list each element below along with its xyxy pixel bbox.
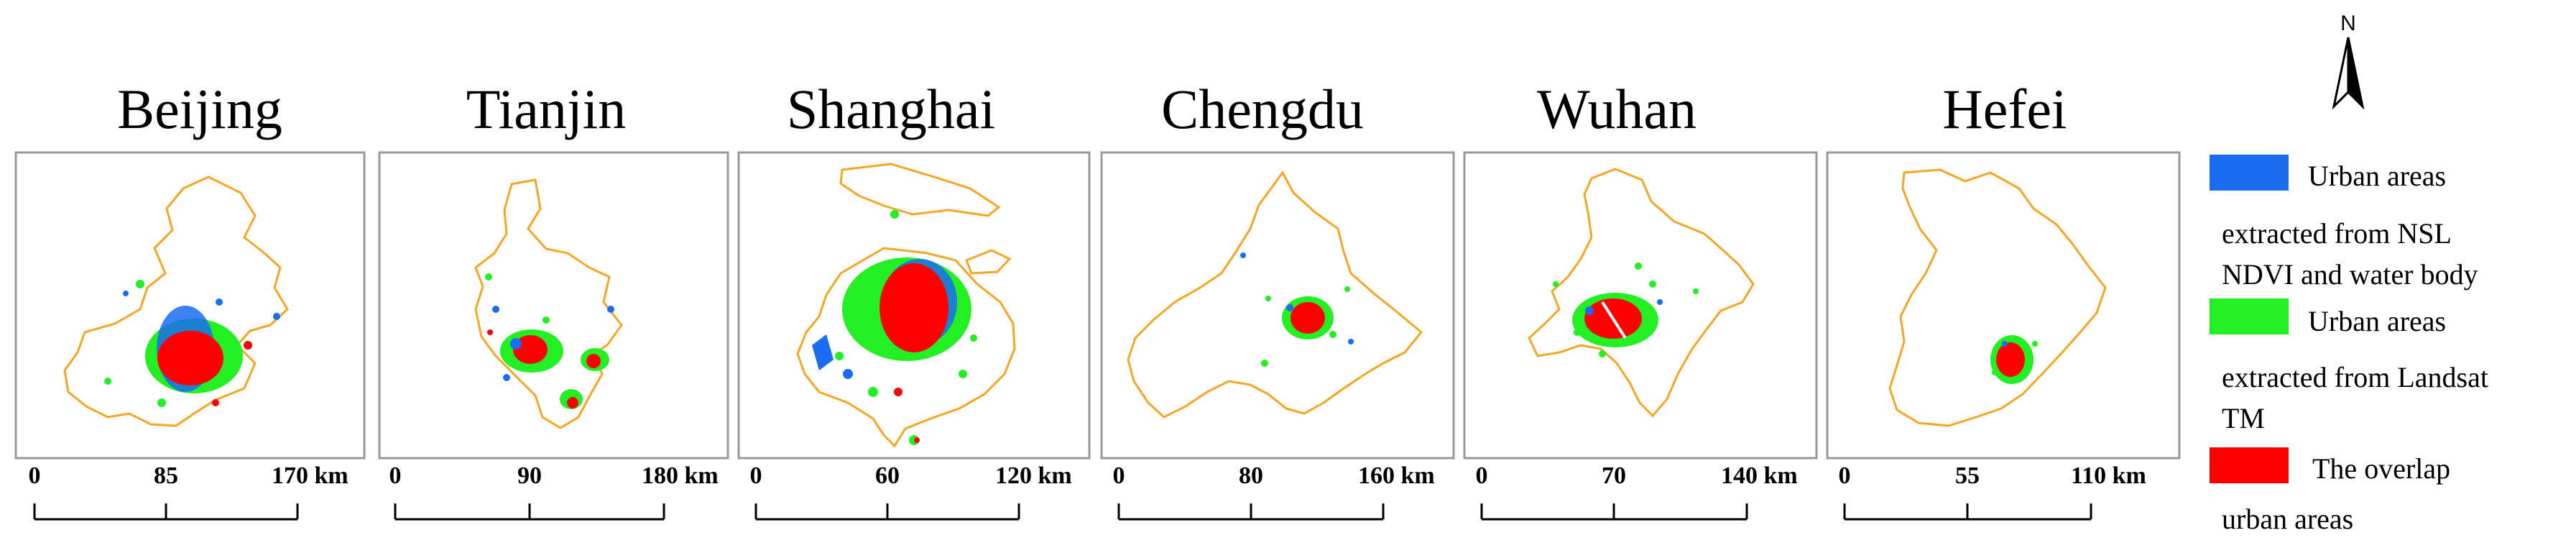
map-frame bbox=[1826, 151, 2181, 460]
city-boundary bbox=[1888, 168, 2107, 427]
scale-tick-label: 85 bbox=[154, 462, 178, 489]
island-boundary bbox=[965, 249, 1012, 275]
map-panel-shanghai: Shanghai 0 60 120 km bbox=[737, 78, 1091, 521]
map-frame bbox=[1463, 151, 1818, 460]
scale-tick-label: 80 bbox=[1239, 462, 1263, 489]
legend-swatch-nsl bbox=[2210, 155, 2289, 191]
scale-tick-label: 60 bbox=[875, 462, 900, 489]
panel-title: Hefei bbox=[1942, 78, 2067, 140]
scale-tick-label: 0 bbox=[29, 462, 41, 489]
scale-tick-label: 0 bbox=[1476, 462, 1488, 489]
legend-label: TM bbox=[2222, 402, 2265, 434]
scale-tick-label: 0 bbox=[750, 462, 762, 489]
scale-tick-label: 180 km bbox=[642, 462, 719, 489]
legend-label: Urban areas bbox=[2308, 160, 2446, 192]
scale-tick-label: 70 bbox=[1602, 462, 1626, 489]
map-panel-tianjin: Tianjin 0 90 180 km bbox=[378, 78, 729, 521]
scale-tick-label: 160 km bbox=[1358, 462, 1435, 489]
scale-tick-label: 120 km bbox=[995, 462, 1072, 489]
panel-title: Chengdu bbox=[1161, 78, 1364, 140]
panel-title: Shanghai bbox=[787, 78, 995, 140]
legend-swatch-overlap bbox=[2210, 447, 2289, 483]
scale-bar bbox=[1480, 503, 1748, 521]
scale-tick-label: 0 bbox=[389, 462, 402, 489]
urban-extent bbox=[485, 273, 614, 409]
scale-tick-label: 55 bbox=[1955, 462, 1980, 489]
city-boundary bbox=[1528, 168, 1755, 418]
urban-extent bbox=[1990, 335, 2038, 384]
urban-extent bbox=[1553, 263, 1699, 357]
legend-label: NDVI and water body bbox=[2222, 258, 2478, 291]
map-frame bbox=[737, 151, 1091, 460]
legend-label: urban areas bbox=[2222, 503, 2353, 535]
scale-bar bbox=[1843, 503, 2092, 521]
scale-tick-label: 110 km bbox=[2071, 462, 2146, 489]
scale-tick-label: 90 bbox=[517, 462, 542, 489]
map-frame bbox=[14, 151, 366, 460]
scale-tick-label: 170 km bbox=[272, 462, 348, 489]
legend-label: Urban areas bbox=[2308, 305, 2446, 337]
scale-bar bbox=[394, 503, 665, 521]
city-boundary bbox=[63, 175, 289, 427]
legend: Urban areas extracted from NSL NDVI and … bbox=[2210, 155, 2488, 535]
scale-tick-label: 140 km bbox=[1721, 462, 1798, 489]
scale-bar bbox=[33, 503, 299, 521]
urban-extent bbox=[1240, 252, 1354, 367]
scale-bar bbox=[754, 503, 1020, 521]
panel-title: Tianjin bbox=[466, 78, 627, 140]
map-frame bbox=[1100, 151, 1455, 460]
panel-title: Wuhan bbox=[1537, 78, 1696, 140]
legend-label: extracted from NSL bbox=[2222, 217, 2452, 250]
legend-swatch-landsat bbox=[2210, 298, 2289, 334]
legend-label: The overlap bbox=[2312, 452, 2450, 485]
map-panel-wuhan: Wuhan 0 70 140 km bbox=[1463, 78, 1818, 521]
scale-tick-label: 0 bbox=[1113, 462, 1125, 489]
city-boundary bbox=[796, 247, 1016, 448]
map-panel-chengdu: Chengdu 0 80 160 km bbox=[1100, 78, 1455, 521]
map-panel-beijing: Beijing 0 85 170 km bbox=[14, 78, 366, 521]
urban-extent bbox=[104, 280, 280, 407]
map-frame bbox=[378, 151, 729, 460]
scale-tick-label: 0 bbox=[1839, 462, 1851, 489]
city-boundary bbox=[474, 178, 623, 429]
north-arrow: N bbox=[2332, 12, 2365, 110]
north-label: N bbox=[2340, 12, 2356, 35]
map-panel-hefei: Hefei 0 55 110 km bbox=[1826, 78, 2181, 521]
scale-bar bbox=[1117, 503, 1385, 521]
north-arrow-icon bbox=[2332, 37, 2365, 110]
island-boundary bbox=[839, 163, 1001, 217]
legend-label: extracted from Landsat bbox=[2222, 361, 2488, 393]
city-boundary bbox=[1127, 170, 1423, 419]
urban-extent bbox=[812, 210, 977, 445]
panel-title: Beijing bbox=[117, 78, 282, 140]
